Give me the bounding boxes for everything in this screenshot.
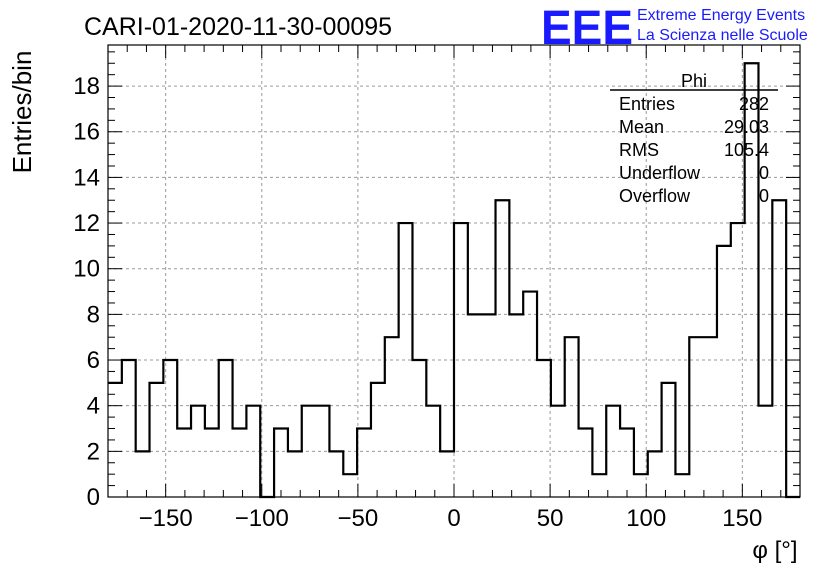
x-tick-label: −50 (338, 505, 379, 532)
eee-logo-letters: EEE (541, 2, 633, 55)
x-tick-label: 0 (447, 505, 460, 532)
x-tick-label: 150 (722, 505, 762, 532)
histogram-bin (136, 451, 150, 497)
histogram-bin (163, 360, 177, 497)
histogram-bin (772, 200, 786, 497)
histogram-outline (108, 62, 800, 499)
histogram-bin (371, 383, 385, 497)
histogram-bin (689, 337, 703, 497)
histogram-bin (758, 406, 772, 497)
histogram-bin (703, 337, 717, 497)
histogram-bin (440, 451, 454, 497)
stats-row-label: Overflow (619, 186, 691, 206)
histogram-bin (343, 474, 357, 497)
y-tick-label: 6 (87, 347, 100, 374)
stats-row-value: 0 (759, 163, 769, 183)
stats-row-label: RMS (619, 140, 659, 160)
stats-row-label: Underflow (619, 163, 701, 183)
eee-logo-line1: Extreme Energy Events (637, 7, 805, 24)
histogram-bin (177, 429, 191, 497)
histogram-bin (579, 429, 593, 497)
stats-row-label: Entries (619, 94, 675, 114)
eee-logo: EEE Extreme Energy Events La Scienza nel… (541, 2, 808, 55)
x-tick-label: 100 (626, 505, 666, 532)
stats-row-value: 282 (739, 94, 769, 114)
histogram-bin (385, 337, 399, 497)
histogram-bin (191, 406, 205, 497)
histogram-bin (468, 314, 482, 497)
y-tick-label: 0 (87, 484, 100, 511)
histogram-bin (357, 429, 371, 497)
histogram-bin (219, 360, 233, 497)
histogram-bin (150, 383, 164, 497)
histogram-bin (662, 383, 676, 497)
histogram-bin (233, 429, 247, 497)
stats-box: Phi Entries 282 Mean 29.03 RMS 105.4 Underflow… (610, 71, 778, 206)
x-tick-label: −150 (139, 505, 193, 532)
eee-logo-line2: La Scienza nelle Scuole (637, 27, 808, 44)
histogram-bin (482, 314, 496, 497)
y-tick-label: 8 (87, 301, 100, 328)
histogram-bin (675, 474, 689, 497)
histogram-bars (108, 62, 800, 499)
stats-row-value: 105.4 (724, 140, 769, 160)
y-tick-label: 12 (73, 210, 100, 237)
histogram-bin (274, 429, 288, 497)
histogram-bin (509, 314, 523, 497)
y-tick-label: 10 (73, 256, 100, 283)
histogram-bin (399, 223, 413, 497)
stats-row-value: 29.03 (724, 117, 769, 137)
histogram-bin (329, 451, 343, 497)
histogram-bin (122, 360, 136, 497)
histogram-bin (523, 292, 537, 497)
chart-title: CARI-01-2020-11-30-00095 (84, 13, 392, 41)
stats-name: Phi (681, 71, 707, 91)
y-tick-label: 4 (87, 393, 100, 420)
histogram-bin (205, 429, 219, 497)
histogram-bin (565, 337, 579, 497)
histogram-bin (426, 406, 440, 497)
histogram-bin (288, 451, 302, 497)
y-tick-label: 18 (73, 73, 100, 100)
stats-row-label: Mean (619, 117, 664, 137)
histogram-bin (246, 406, 260, 497)
histogram-bin (454, 223, 468, 497)
x-tick-label: 50 (537, 505, 564, 532)
histogram-bin (717, 246, 731, 497)
y-axis-label: Entries/bin (7, 51, 37, 174)
y-tick-label: 14 (73, 164, 100, 191)
histogram-bin (606, 406, 620, 497)
histogram-bin (592, 474, 606, 497)
histogram-bin (634, 474, 648, 497)
histogram-bin (620, 429, 634, 497)
histogram-bin (537, 360, 551, 497)
histogram-bin (412, 360, 426, 497)
x-axis-label: φ [°] (752, 537, 797, 564)
x-tick-label: −100 (235, 505, 289, 532)
histogram-bin (302, 406, 316, 497)
stats-row-value: 0 (759, 186, 769, 206)
histogram-bin (496, 200, 510, 497)
histogram-bin (731, 223, 745, 497)
y-tick-label: 2 (87, 438, 100, 465)
histogram-bin (648, 451, 662, 497)
y-tick-label: 16 (73, 119, 100, 146)
histogram-bin (316, 406, 330, 497)
axes-ticks: −150 −100 −50 0 50 100 150 0 2 4 6 8 10 12 14 16 18 (73, 45, 801, 532)
histogram-bin (551, 406, 565, 497)
